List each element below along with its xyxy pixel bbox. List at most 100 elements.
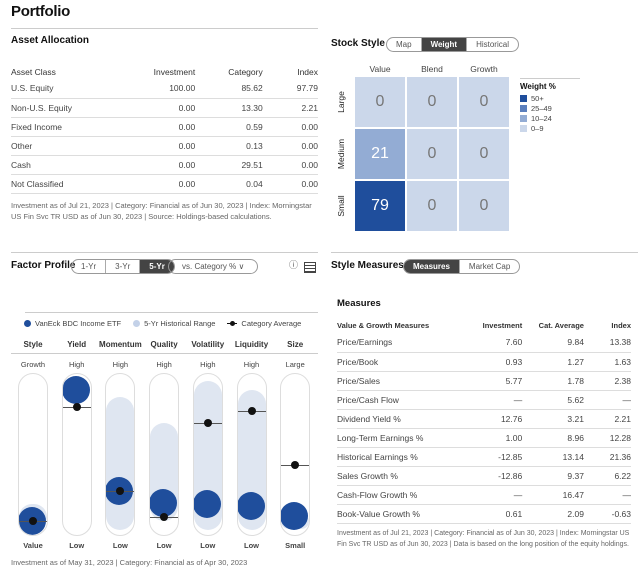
table-cell: 2.21 [583, 409, 631, 429]
style-column-label: Growth [470, 64, 498, 74]
table-cell: 8.96 [522, 428, 584, 448]
table-cell: 1.00 [466, 428, 523, 448]
table-row: Sales Growth % -12.86 9.37 6.22 [337, 466, 631, 486]
legend-range: 5-Yr Historical Range [133, 319, 215, 328]
asset-allocation-title: Asset Allocation [11, 35, 89, 46]
style-row-label: Small [336, 195, 346, 217]
table-row: U.S. Equity 100.00 85.62 97.79 [11, 79, 318, 99]
factor-track-liquidity [236, 373, 267, 536]
factor-legend: VanEck BDC Income ETF 5-Yr Historical Ra… [24, 318, 302, 328]
table-cell: -12.85 [466, 447, 523, 467]
table-cell: 100.00 [133, 79, 196, 99]
table-cell: 6.22 [583, 466, 631, 486]
factor-high-label: High [156, 360, 172, 369]
table-cell: 0.93 [466, 352, 523, 372]
legend-label: 50+ [531, 93, 544, 103]
tab-measures[interactable]: Measures [404, 260, 460, 273]
table-cell: 5.77 [466, 371, 523, 391]
divider [25, 312, 318, 313]
category-average-marker [72, 402, 81, 411]
style-cell-value: 0 [427, 145, 437, 162]
factor-name: Style [23, 340, 43, 349]
table-cell: Not Classified [11, 174, 134, 194]
table-cell: Cash-Flow Growth % [337, 485, 467, 505]
style-cell: 0 [355, 77, 405, 127]
table-row: Not Classified 0.00 0.04 0.00 [11, 174, 318, 194]
style-cell-value: 0 [479, 145, 489, 162]
table-cell: Long-Term Earnings % [337, 428, 467, 448]
style-cell: 0 [459, 129, 509, 179]
weight-legend-item: 50+ [520, 93, 556, 103]
divider [331, 252, 638, 253]
category-average-marker [203, 418, 212, 427]
factor-profile-title: Factor Profile [11, 260, 76, 271]
table-cell: -12.86 [466, 466, 523, 486]
stock-style-title: Stock Style [331, 38, 385, 49]
factor-low-label: Low [156, 541, 172, 550]
style-cell: 0 [407, 181, 457, 231]
category-average-marker [247, 407, 256, 416]
column-header: Investment [153, 66, 196, 77]
legend-fund: VanEck BDC Income ETF [24, 319, 121, 328]
tab-map[interactable]: Map [387, 38, 422, 51]
table-row: Price/Sales 5.77 1.78 2.38 [337, 371, 631, 391]
tab-3-yr[interactable]: 3-Yr [106, 260, 141, 273]
table-cell: 0.00 [133, 155, 196, 175]
table-cell: — [466, 485, 523, 505]
swatch-icon [520, 124, 527, 132]
table-cell: Price/Earnings [337, 333, 467, 353]
tab-historical[interactable]: Historical [476, 40, 509, 49]
style-measures-tabs: Measures Market Cap [403, 259, 521, 274]
legend-label: Category Average [241, 318, 302, 328]
table-cell: Fixed Income [11, 117, 134, 137]
fund-marker [281, 501, 309, 530]
fund-marker [237, 492, 265, 521]
divider [11, 252, 318, 253]
table-cell: 0.61 [466, 504, 523, 524]
table-cell: 0.04 [195, 174, 263, 194]
table-cell: 0.00 [133, 98, 196, 118]
factor-high-label: High [200, 360, 216, 369]
table-cell: — [583, 485, 631, 505]
table-cell: 0.59 [195, 117, 263, 137]
factor-low-label: Low [69, 541, 85, 550]
column-header: Category [228, 66, 263, 77]
style-measures-title: Style Measures [331, 260, 404, 271]
legend-label: 10–24 [531, 113, 552, 123]
tab-5-yr[interactable]: 5-Yr [140, 260, 174, 273]
column-header: Cat. Average [538, 321, 584, 330]
style-column-label: Value [369, 64, 391, 74]
factor-low-label: Low [112, 541, 128, 550]
weight-legend-title: Weight % [520, 82, 556, 91]
table-icon[interactable] [304, 262, 316, 273]
compare-dropdown[interactable]: vs. Category % ∨ [168, 259, 259, 274]
range-dot-icon [133, 319, 141, 327]
table-row: Book-Value Growth % 0.61 2.09 -0.63 [337, 504, 631, 524]
tab-market-cap[interactable]: Market Cap [468, 262, 511, 271]
tab-1-yr[interactable]: 1-Yr [72, 260, 107, 273]
info-icon[interactable]: ⓘ [289, 260, 299, 270]
category-average-marker [29, 516, 37, 525]
style-cell: 21 [355, 129, 405, 179]
table-cell: 13.14 [522, 447, 584, 467]
divider [11, 28, 318, 29]
factor-low-label: Value [23, 541, 43, 550]
table-cell: Non-U.S. Equity [11, 98, 134, 118]
weight-legend-item: 0–9 [520, 124, 556, 133]
table-cell: 9.84 [522, 333, 584, 353]
table-header: Asset Class Investment Category Index [11, 64, 318, 79]
table-cell: 1.27 [522, 352, 584, 372]
table-row: Other 0.00 0.13 0.00 [11, 136, 318, 156]
legend-label: 25–49 [531, 103, 552, 113]
weight-legend: Weight % 50+ 25–49 10–24 0–9 [520, 82, 556, 134]
table-cell: 12.28 [583, 428, 631, 448]
tab-weight[interactable]: Weight [421, 38, 468, 51]
style-cell-value: 0 [427, 93, 437, 110]
table-cell: — [466, 390, 523, 410]
column-header: Investment [482, 321, 523, 330]
table-cell: Sales Growth % [337, 466, 467, 486]
table-row: Fixed Income 0.00 0.59 0.00 [11, 117, 318, 137]
table-cell: 12.76 [466, 409, 523, 429]
table-cell: 0.00 [133, 117, 196, 137]
table-header: Value & Growth Measures Investment Cat. Av… [337, 318, 631, 333]
